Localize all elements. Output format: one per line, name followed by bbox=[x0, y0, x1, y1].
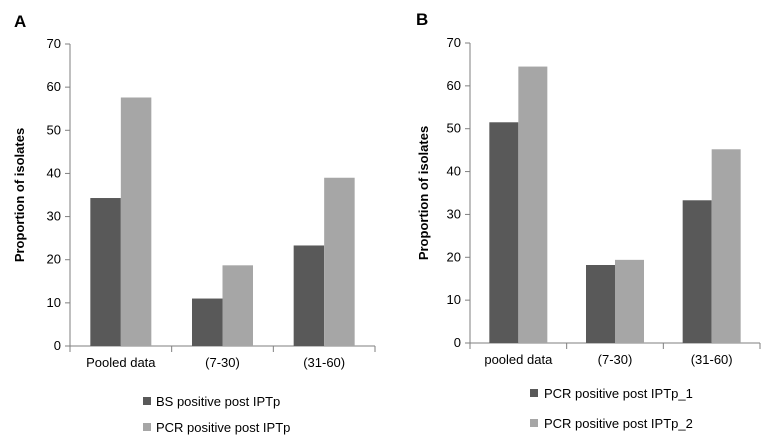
panel-label: B bbox=[416, 10, 428, 29]
legend-swatch bbox=[530, 419, 538, 427]
bar-light bbox=[222, 265, 253, 346]
y-tick-label: 70 bbox=[447, 35, 461, 50]
y-tick-label: 0 bbox=[454, 335, 461, 350]
bar-light bbox=[324, 177, 355, 346]
y-tick-label: 20 bbox=[47, 252, 61, 267]
panel-label: A bbox=[14, 12, 26, 31]
bar-dark bbox=[192, 298, 223, 346]
x-category-label: Pooled data bbox=[86, 355, 156, 370]
legend-swatch bbox=[530, 389, 538, 397]
y-tick-label: 0 bbox=[54, 338, 61, 353]
y-tick-label: 10 bbox=[447, 292, 461, 307]
y-tick-label: 40 bbox=[447, 164, 461, 179]
y-tick-label: 60 bbox=[447, 78, 461, 93]
legend-label: PCR positive post IPTp bbox=[156, 420, 290, 435]
bar-light bbox=[711, 149, 741, 343]
bar-dark bbox=[90, 198, 121, 346]
y-axis-label: Proportion of isolates bbox=[416, 126, 431, 260]
bar-dark bbox=[682, 200, 712, 343]
y-tick-label: 30 bbox=[447, 206, 461, 221]
x-category-label: pooled data bbox=[484, 352, 553, 367]
y-tick-label: 70 bbox=[47, 36, 61, 51]
bar-light bbox=[518, 66, 548, 344]
y-tick-label: 50 bbox=[47, 122, 61, 137]
y-tick-label: 30 bbox=[47, 209, 61, 224]
bar-light bbox=[120, 97, 152, 346]
y-axis-label: Proportion of isolates bbox=[12, 128, 27, 262]
x-category-label: (7-30) bbox=[598, 352, 633, 367]
legend-swatch bbox=[143, 423, 151, 431]
legend-label: PCR positive post IPTp_2 bbox=[544, 416, 693, 431]
y-tick-label: 20 bbox=[447, 249, 461, 264]
x-category-label: (31-60) bbox=[691, 352, 733, 367]
bar-light bbox=[615, 259, 644, 343]
legend-swatch bbox=[143, 397, 151, 405]
bar-dark bbox=[586, 265, 615, 343]
legend-label: PCR positive post IPTp_1 bbox=[544, 386, 693, 401]
bar-dark bbox=[489, 122, 519, 344]
x-category-label: (7-30) bbox=[205, 355, 240, 370]
y-tick-label: 60 bbox=[47, 79, 61, 94]
bar-dark bbox=[293, 245, 325, 346]
y-tick-label: 10 bbox=[47, 295, 61, 310]
y-tick-label: 40 bbox=[47, 165, 61, 180]
y-tick-label: 50 bbox=[447, 121, 461, 136]
legend-label: BS positive post IPTp bbox=[156, 394, 280, 409]
x-category-label: (31-60) bbox=[303, 355, 345, 370]
